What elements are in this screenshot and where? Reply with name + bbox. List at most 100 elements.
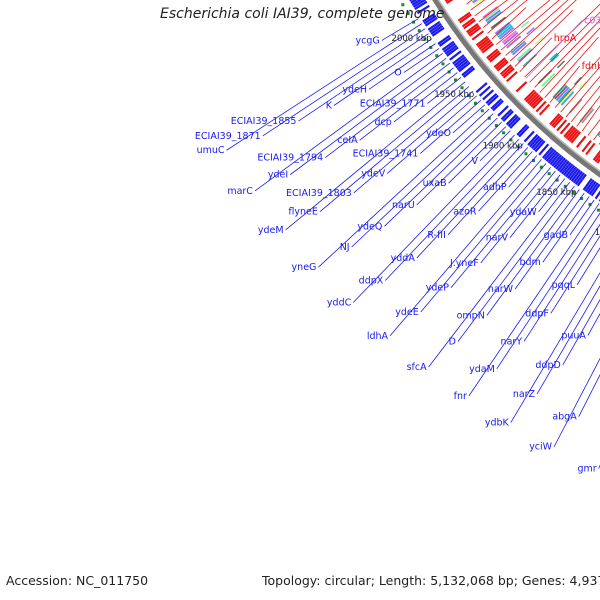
forward-gene-block — [543, 148, 555, 161]
reverse-gene-label-leader — [549, 65, 580, 103]
reverse-gene-block — [496, 60, 509, 72]
forward-gene-block — [518, 125, 530, 138]
forward-gene-block — [437, 34, 451, 45]
reverse-gene-block — [566, 128, 578, 141]
ruler-label: 1800 kbp — [595, 228, 600, 238]
forward-gene-label-leader — [448, 126, 507, 184]
forward-gene-block — [492, 100, 504, 112]
reverse-gene-block — [576, 135, 587, 148]
forward-gene-block — [416, 4, 430, 15]
forward-gene-label-leader — [509, 174, 561, 238]
reverse-gene-label-leader — [482, 0, 519, 28]
forward-gene-label: J.yneF — [449, 258, 479, 269]
forward-gene-label: abgA — [552, 412, 577, 423]
forward-gene-label-leader — [496, 212, 600, 370]
category-block — [517, 48, 533, 63]
forward-gene-block — [443, 42, 456, 53]
forward-gene-block — [532, 138, 544, 151]
forward-gene-block — [452, 54, 465, 65]
forward-gene-label-leader — [452, 104, 486, 134]
forward-gene-block — [500, 108, 513, 121]
gene-labels: gmr abgA yciW puuA ddpD narZ ydbK pqqL ddpF narY y… — [195, 16, 600, 475]
reverse-gene-block — [528, 94, 541, 106]
reverse-gene-label-leader — [487, 0, 528, 34]
forward-gene-label: puuA — [561, 330, 586, 341]
reverse-gene-block — [523, 89, 536, 101]
forward-gene-block — [545, 149, 557, 162]
ruler-tick — [401, 3, 405, 7]
forward-gene-label: ECIAI39_1871 — [195, 131, 261, 142]
forward-gene-block — [427, 20, 441, 31]
reverse-gene-block — [570, 131, 582, 144]
forward-gene-label-leader — [351, 113, 494, 248]
forward-gene-block — [572, 170, 583, 184]
forward-gene-label: narZ — [513, 389, 536, 400]
reverse-gene-block — [481, 43, 494, 54]
reverse-gene-block — [506, 71, 518, 83]
forward-gene-block — [584, 179, 595, 193]
category-block — [555, 86, 570, 102]
forward-gene-block — [430, 24, 444, 35]
forward-gene-label-leader — [538, 178, 566, 213]
reverse-gene-label-leader — [544, 36, 599, 98]
ruler-tick — [435, 54, 439, 58]
forward-gene-label-leader — [536, 285, 600, 395]
category-block — [501, 30, 517, 44]
reverse-gene-block — [480, 41, 493, 52]
reverse-gene-block — [592, 149, 600, 161]
forward-gene-label-leader — [550, 235, 600, 314]
category-block — [549, 52, 558, 61]
forward-gene-block — [461, 65, 474, 77]
forward-gene-block — [482, 89, 495, 101]
forward-gene-label: flyneE — [288, 207, 317, 218]
reverse-gene-label-leader — [491, 7, 527, 40]
forward-gene-block — [502, 110, 514, 122]
forward-gene-block — [527, 133, 539, 146]
ruler-tick — [487, 116, 491, 120]
reverse-gene-block — [486, 48, 499, 59]
forward-gene-block — [446, 46, 459, 57]
forward-gene-label-leader — [562, 298, 600, 366]
forward-gene-block — [530, 137, 542, 150]
reverse-gene-label-leader — [565, 75, 600, 118]
forward-gene-label: gmr — [577, 463, 596, 474]
ruler-tick — [516, 145, 520, 149]
ruler-tick — [563, 184, 567, 188]
reverse-gene-block — [527, 92, 539, 105]
accession-text: Accession: NC_011750 — [6, 573, 149, 588]
reverse-gene-label-leader — [581, 105, 600, 132]
forward-gene-block — [431, 26, 445, 37]
forward-gene-block — [423, 14, 437, 25]
ruler-tick — [580, 197, 584, 201]
forward-gene-block — [576, 173, 587, 187]
forward-gene-block — [516, 124, 528, 136]
ruler-tick — [588, 202, 592, 206]
forward-gene-label-leader — [285, 81, 466, 231]
ruler-tick — [532, 159, 536, 163]
reverse-gene-label: fdnH — [582, 61, 600, 72]
reverse-gene-label-leader — [509, 0, 577, 62]
forward-gene-label: azoR — [453, 206, 477, 217]
reverse-gene-block — [535, 100, 547, 113]
category-block — [526, 27, 535, 35]
forward-gene-block — [414, 0, 428, 11]
forward-gene-block — [568, 167, 580, 181]
category-block — [578, 81, 587, 90]
category-block — [510, 40, 526, 54]
forward-gene-block — [574, 172, 585, 185]
category-block — [483, 7, 500, 20]
backbone-ring — [432, 0, 600, 178]
forward-gene-label-leader — [447, 147, 529, 236]
forward-gene-label-leader — [353, 90, 474, 194]
forward-gene-block — [411, 0, 423, 6]
category-block — [490, 16, 507, 30]
ruler-tick — [454, 78, 458, 82]
forward-gene-label: ECIAI39_1803 — [286, 188, 352, 199]
forward-gene-label-leader — [428, 181, 570, 368]
forward-gene-label-leader — [514, 192, 585, 290]
reverse-gene-block — [549, 113, 561, 126]
forward-gene-label: narY — [501, 336, 523, 347]
reverse-gene-block — [556, 119, 568, 132]
forward-gene-label-leader — [226, 23, 423, 151]
